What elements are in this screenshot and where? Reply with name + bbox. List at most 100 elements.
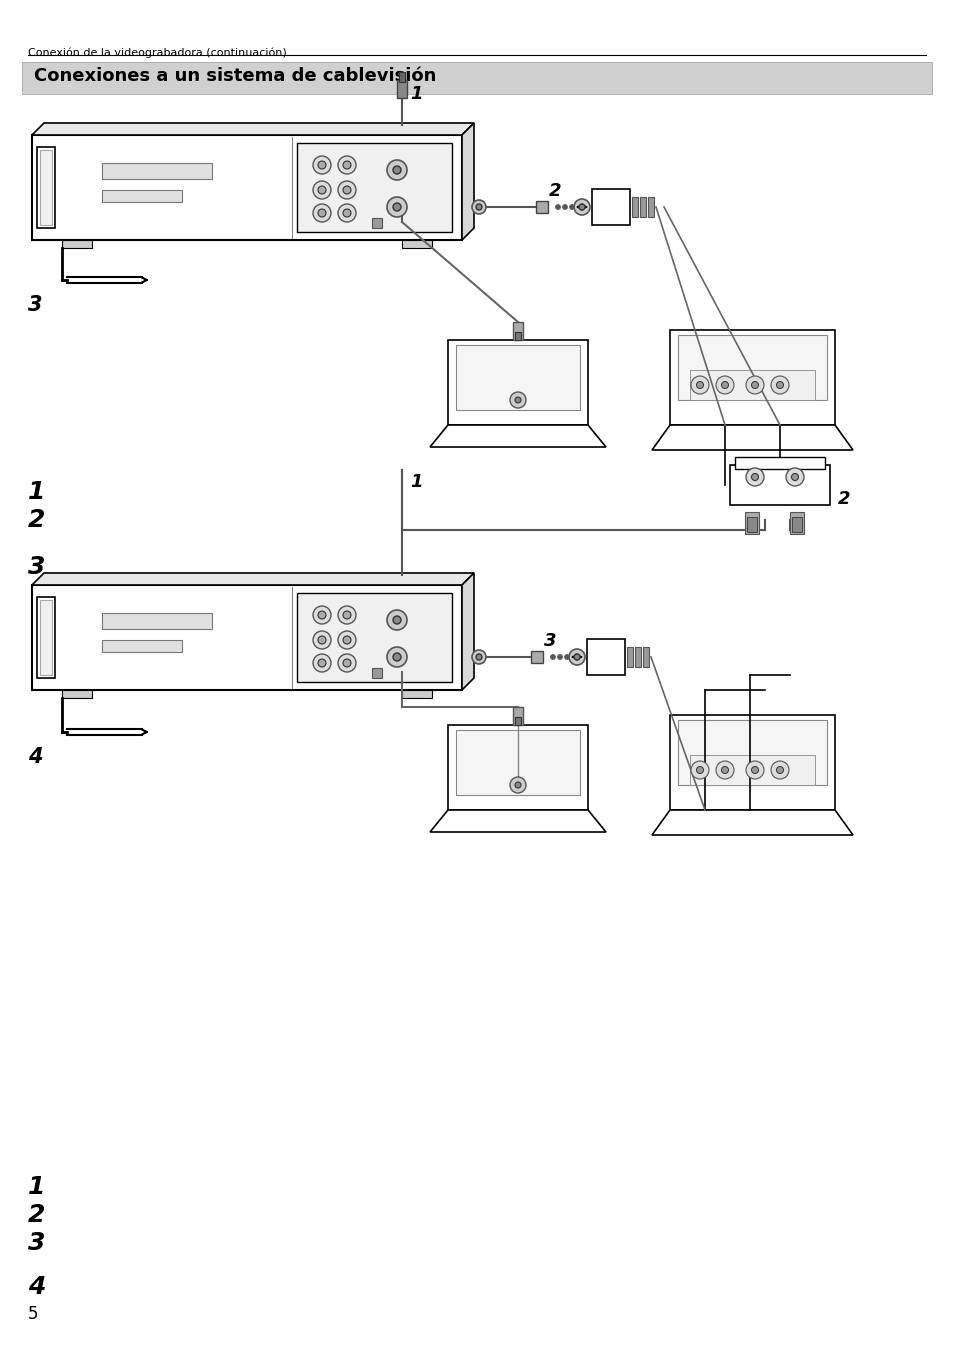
- Circle shape: [476, 654, 481, 661]
- Circle shape: [317, 611, 326, 619]
- Polygon shape: [32, 573, 474, 585]
- Bar: [37, 147, 55, 228]
- Bar: [626, 647, 633, 667]
- Bar: [631, 197, 638, 218]
- Text: Conexión de la videograbadora (continuación): Conexión de la videograbadora (continuac…: [28, 49, 287, 58]
- Bar: [401, 240, 432, 249]
- Circle shape: [716, 761, 733, 780]
- Circle shape: [568, 648, 584, 665]
- Bar: [531, 651, 542, 663]
- Bar: [515, 332, 520, 340]
- Text: 3: 3: [28, 1231, 46, 1255]
- Circle shape: [574, 654, 579, 661]
- Circle shape: [696, 381, 702, 389]
- Bar: [448, 725, 587, 811]
- Bar: [678, 335, 826, 400]
- Circle shape: [317, 161, 326, 169]
- Circle shape: [564, 654, 569, 659]
- Circle shape: [690, 761, 708, 780]
- Text: 5: 5: [28, 1305, 38, 1323]
- Bar: [102, 640, 182, 653]
- Bar: [401, 690, 432, 698]
- Circle shape: [393, 616, 400, 624]
- Circle shape: [555, 204, 560, 209]
- Circle shape: [562, 204, 567, 209]
- Text: 4: 4: [28, 747, 43, 767]
- Circle shape: [510, 392, 525, 408]
- Circle shape: [337, 155, 355, 174]
- Circle shape: [343, 209, 351, 218]
- Bar: [40, 600, 52, 676]
- Circle shape: [557, 654, 562, 659]
- Circle shape: [387, 159, 407, 180]
- Text: 2: 2: [28, 508, 46, 532]
- Circle shape: [476, 204, 481, 209]
- Bar: [102, 613, 212, 630]
- Text: 1: 1: [28, 1175, 46, 1198]
- Circle shape: [317, 186, 326, 195]
- Circle shape: [317, 659, 326, 667]
- Circle shape: [751, 381, 758, 389]
- Circle shape: [313, 607, 331, 624]
- Circle shape: [745, 467, 763, 486]
- Polygon shape: [430, 811, 605, 832]
- Circle shape: [716, 376, 733, 394]
- Bar: [515, 717, 520, 725]
- Bar: [398, 72, 405, 82]
- Circle shape: [751, 766, 758, 774]
- Circle shape: [317, 209, 326, 218]
- Circle shape: [770, 376, 788, 394]
- Circle shape: [776, 381, 782, 389]
- Circle shape: [785, 467, 803, 486]
- Text: 3: 3: [28, 555, 46, 580]
- Circle shape: [313, 204, 331, 222]
- Circle shape: [472, 650, 485, 663]
- Text: 4: 4: [28, 1275, 46, 1300]
- Circle shape: [745, 761, 763, 780]
- Bar: [296, 143, 452, 232]
- Bar: [296, 593, 452, 682]
- Circle shape: [387, 197, 407, 218]
- Text: 1: 1: [410, 85, 422, 103]
- Circle shape: [720, 766, 728, 774]
- Circle shape: [791, 473, 798, 481]
- Bar: [396, 80, 407, 99]
- Circle shape: [317, 636, 326, 644]
- Bar: [669, 330, 834, 426]
- Circle shape: [313, 181, 331, 199]
- Circle shape: [387, 611, 407, 630]
- Polygon shape: [461, 573, 474, 690]
- Bar: [746, 517, 757, 532]
- Bar: [639, 197, 645, 218]
- Text: 2: 2: [548, 182, 561, 200]
- Bar: [37, 597, 55, 678]
- Bar: [647, 197, 654, 218]
- Circle shape: [343, 659, 351, 667]
- Text: Conexiones a un sistema de cablevisión: Conexiones a un sistema de cablevisión: [34, 68, 436, 85]
- Bar: [586, 639, 624, 676]
- Circle shape: [574, 199, 589, 215]
- Bar: [102, 190, 182, 203]
- Circle shape: [510, 777, 525, 793]
- Bar: [22, 62, 931, 95]
- Bar: [32, 135, 461, 240]
- Circle shape: [343, 161, 351, 169]
- Text: 1: 1: [410, 473, 422, 490]
- Circle shape: [313, 654, 331, 671]
- Circle shape: [343, 186, 351, 195]
- Bar: [729, 465, 829, 505]
- Bar: [62, 690, 91, 698]
- Polygon shape: [32, 123, 474, 135]
- Bar: [734, 457, 824, 469]
- Bar: [456, 345, 579, 409]
- Polygon shape: [651, 811, 852, 835]
- Bar: [456, 730, 579, 794]
- Circle shape: [550, 654, 555, 659]
- Circle shape: [745, 376, 763, 394]
- Polygon shape: [461, 123, 474, 240]
- Bar: [678, 720, 826, 785]
- Polygon shape: [651, 426, 852, 450]
- Circle shape: [393, 166, 400, 174]
- Circle shape: [313, 155, 331, 174]
- Circle shape: [690, 376, 708, 394]
